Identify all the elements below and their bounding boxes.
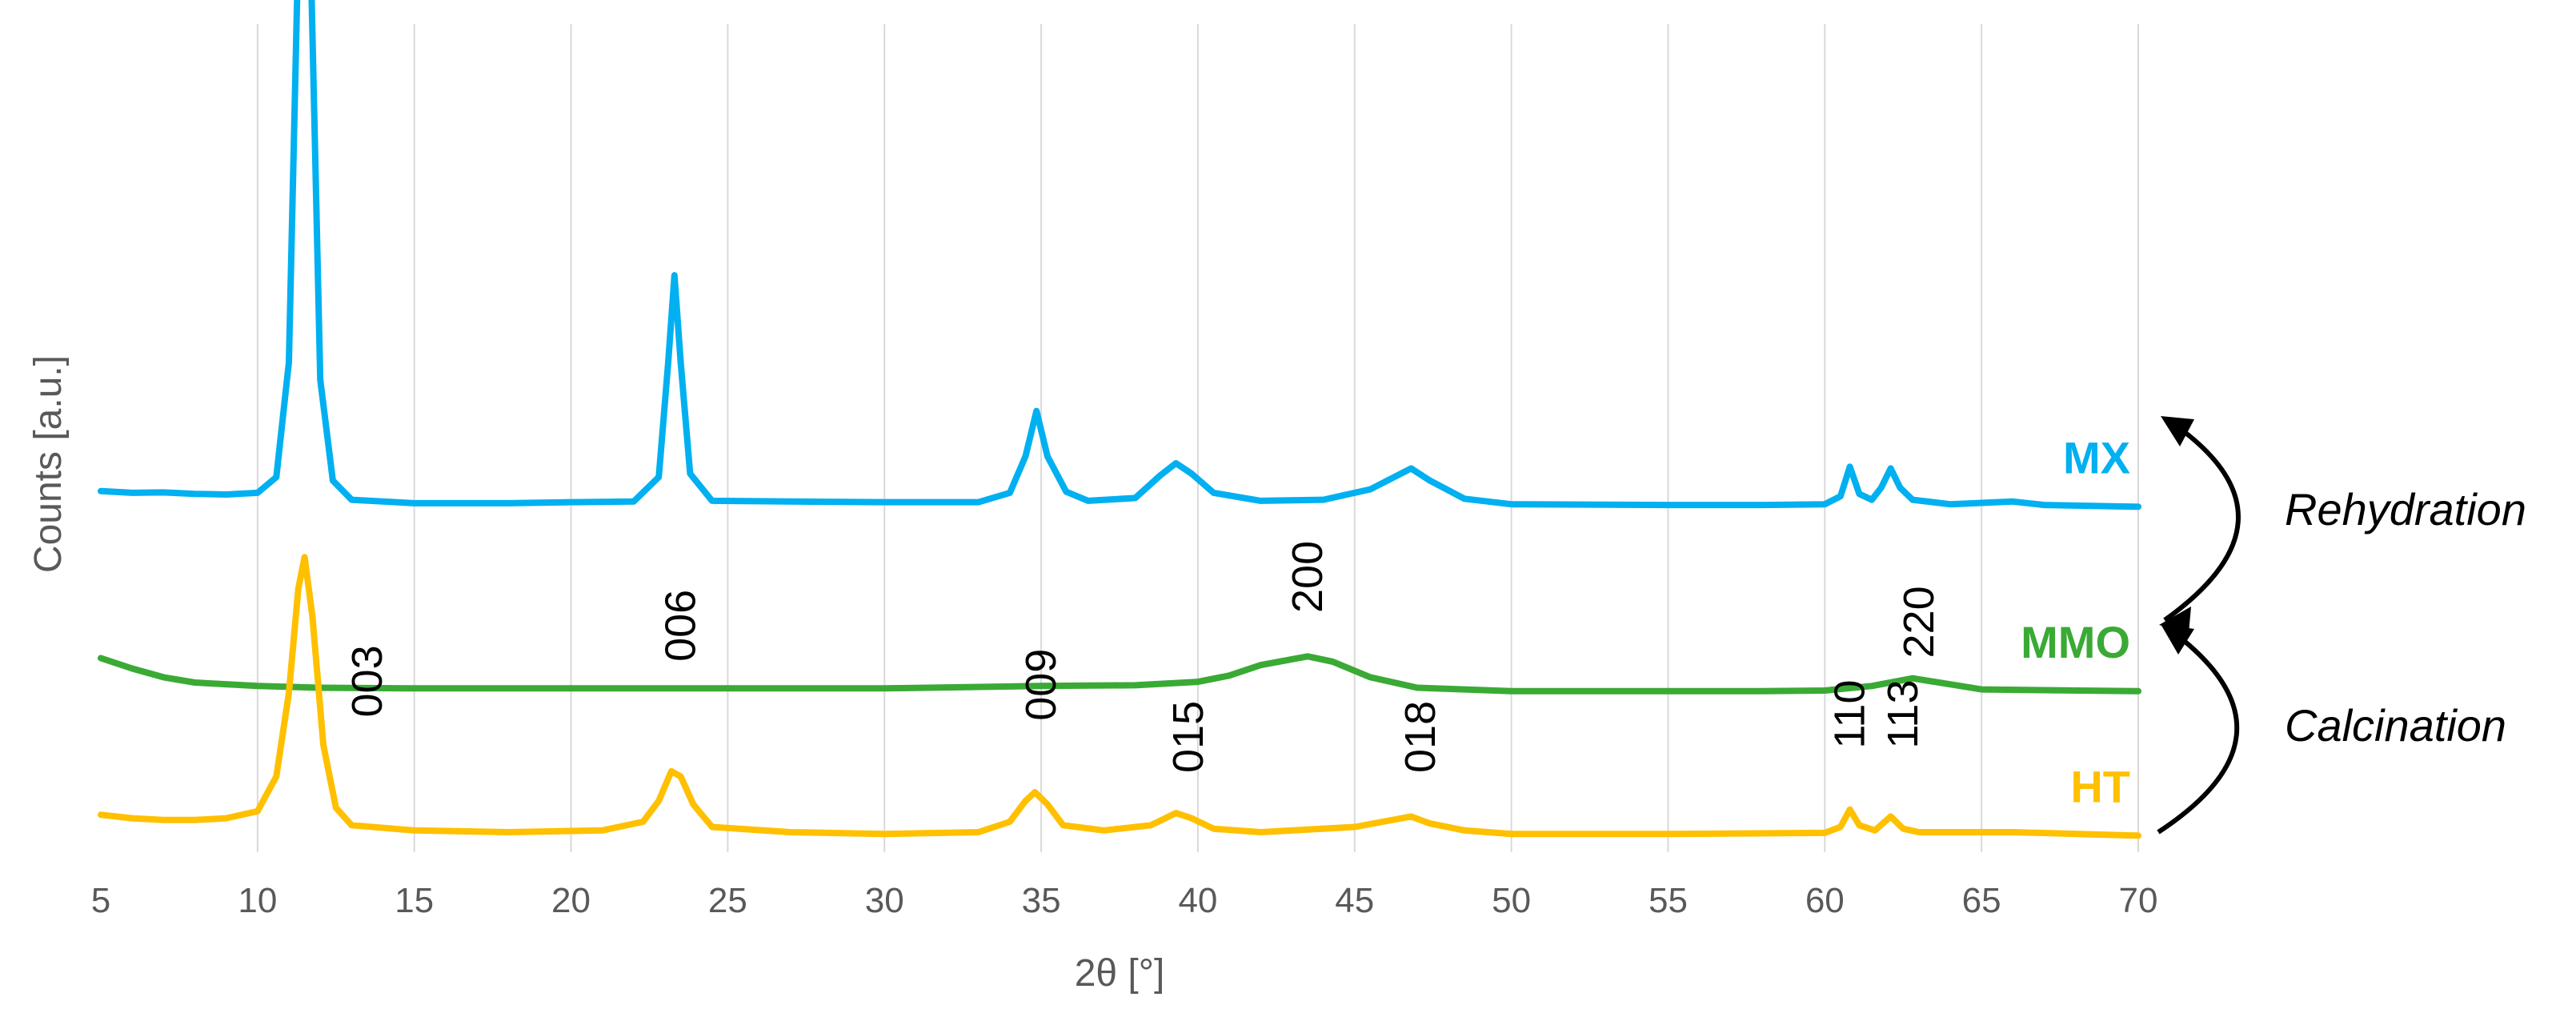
x-tick-label: 25 <box>708 881 747 920</box>
series-line-mx <box>98 0 2141 511</box>
peak-label: 220 <box>1895 586 1943 658</box>
calcination-label: Calcination <box>2285 700 2506 751</box>
peak-label: 018 <box>1396 701 1444 773</box>
series-labels: MX MMO HT <box>2021 432 2130 811</box>
series-lines <box>98 0 2141 839</box>
x-axis-title: 2θ [°] <box>1075 952 1165 995</box>
calcination-arrowhead <box>2161 624 2194 655</box>
series-label-mmo: MMO <box>2021 617 2130 667</box>
y-axis-title: Counts [a.u.] <box>27 355 70 573</box>
peak-label: 003 <box>343 645 391 717</box>
x-tick-label: 70 <box>2119 881 2158 920</box>
x-tick-label: 50 <box>1492 881 1531 920</box>
x-tick-label: 20 <box>551 881 591 920</box>
x-tick-label: 10 <box>238 881 277 920</box>
peak-labels: 003 006 009 015 018 110 113 200 220 <box>343 541 1943 773</box>
peak-label: 015 <box>1164 701 1212 773</box>
x-tick-labels: 5 10 15 20 25 30 35 40 45 50 55 60 65 70 <box>91 881 2158 920</box>
rehydration-arrowhead <box>2161 416 2194 446</box>
rehydration-arrow <box>2163 425 2241 623</box>
series-label-mx: MX <box>2063 432 2130 482</box>
calcination-arrow <box>2157 634 2240 835</box>
peak-label: 113 <box>1879 680 1927 749</box>
x-tick-label: 45 <box>1335 881 1374 920</box>
x-tick-label: 55 <box>1649 881 1688 920</box>
x-tick-label: 5 <box>91 881 110 920</box>
rehydration-label: Rehydration <box>2285 484 2526 535</box>
series-line-ht <box>98 554 2141 839</box>
peak-label: 200 <box>1284 541 1332 613</box>
peak-label: 009 <box>1017 649 1065 721</box>
x-tick-label: 30 <box>865 881 904 920</box>
peak-label: 006 <box>657 590 705 662</box>
x-tick-label: 60 <box>1805 881 1845 920</box>
series-label-ht: HT <box>2070 761 2130 811</box>
peak-label: 110 <box>1826 680 1874 749</box>
x-tick-label: 35 <box>1022 881 1061 920</box>
x-tick-label: 40 <box>1178 881 1217 920</box>
x-tick-label: 15 <box>395 881 434 920</box>
process-arrows: Rehydration Calcination <box>2157 416 2526 835</box>
x-tick-label: 65 <box>1962 881 2001 920</box>
